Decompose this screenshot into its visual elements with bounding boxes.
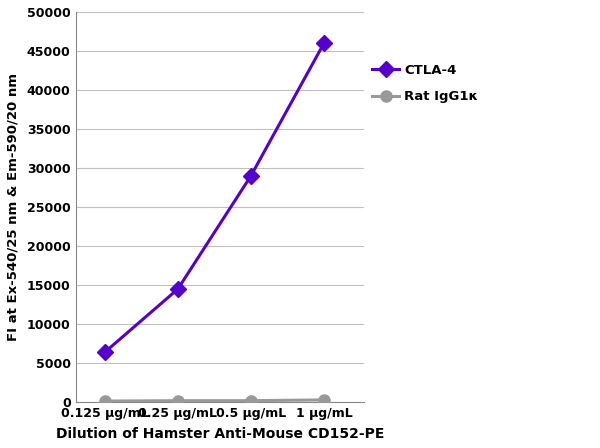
Y-axis label: FI at Ex-540/25 nm & Em-590/20 nm: FI at Ex-540/25 nm & Em-590/20 nm	[7, 73, 20, 341]
Rat IgG1κ	[174, 398, 181, 403]
Legend: CTLA-4, Rat IgG1κ: CTLA-4, Rat IgG1κ	[367, 59, 483, 108]
Rat IgG1κ	[247, 398, 254, 403]
X-axis label: Dilution of Hamster Anti-Mouse CD152-PE: Dilution of Hamster Anti-Mouse CD152-PE	[56, 427, 384, 441]
Line: CTLA-4: CTLA-4	[99, 38, 329, 358]
CTLA-4	[101, 349, 109, 355]
CTLA-4	[247, 173, 254, 179]
Rat IgG1κ	[101, 398, 109, 404]
CTLA-4	[174, 286, 181, 292]
Line: Rat IgG1κ: Rat IgG1κ	[99, 394, 329, 407]
CTLA-4	[320, 40, 328, 46]
Rat IgG1κ	[320, 397, 328, 403]
